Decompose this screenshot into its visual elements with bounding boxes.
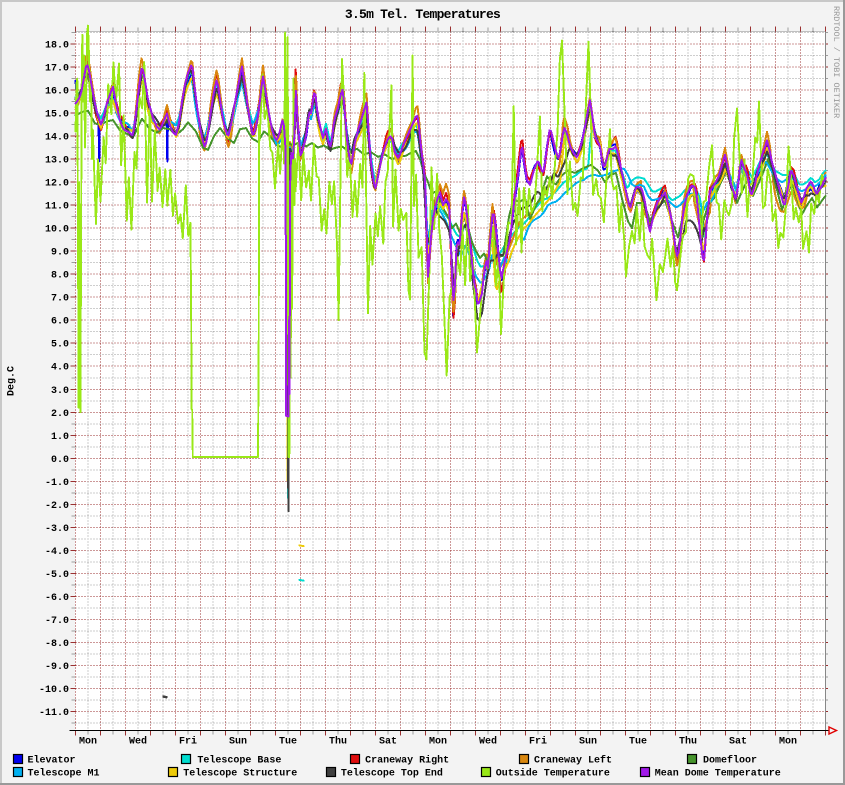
svg-text:13.0: 13.0 xyxy=(45,156,69,167)
svg-text:Tue: Tue xyxy=(629,737,647,748)
svg-text:Wed: Wed xyxy=(479,736,497,748)
svg-text:Sat: Sat xyxy=(379,737,397,748)
svg-text:Mean Dome Temperature: Mean Dome Temperature xyxy=(655,769,781,780)
svg-text:2.0: 2.0 xyxy=(51,409,69,420)
svg-text:Domefloor: Domefloor xyxy=(703,755,757,767)
svg-text:Thu: Thu xyxy=(329,736,347,748)
svg-text:9.0: 9.0 xyxy=(51,248,69,259)
svg-text:Outside Temperature: Outside Temperature xyxy=(496,768,610,780)
svg-text:12.0: 12.0 xyxy=(45,179,69,190)
svg-text:11.0: 11.0 xyxy=(45,202,69,213)
svg-text:4.0: 4.0 xyxy=(51,363,69,374)
svg-text:-6.0: -6.0 xyxy=(45,593,69,604)
svg-text:-5.0: -5.0 xyxy=(45,570,69,581)
svg-text:0.0: 0.0 xyxy=(51,455,69,466)
svg-text:Telescope M1: Telescope M1 xyxy=(28,768,100,780)
svg-text:Mon: Mon xyxy=(779,737,797,748)
svg-text:14.0: 14.0 xyxy=(45,133,69,144)
svg-text:Deg.C: Deg.C xyxy=(7,366,18,396)
svg-text:3.0: 3.0 xyxy=(51,386,69,397)
svg-text:6.0: 6.0 xyxy=(51,317,69,328)
svg-text:-8.0: -8.0 xyxy=(45,639,69,650)
svg-text:Telescope Top End: Telescope Top End xyxy=(341,768,443,780)
svg-text:-3.0: -3.0 xyxy=(45,524,69,535)
svg-text:-11.0: -11.0 xyxy=(39,708,69,719)
svg-text:Telescope Structure: Telescope Structure xyxy=(183,768,297,780)
svg-text:5.0: 5.0 xyxy=(51,340,69,351)
svg-text:-7.0: -7.0 xyxy=(45,616,69,627)
svg-text:Craneway Right: Craneway Right xyxy=(365,755,449,767)
svg-text:Sun: Sun xyxy=(579,737,597,748)
svg-text:-1.0: -1.0 xyxy=(45,478,69,489)
svg-text:-2.0: -2.0 xyxy=(45,501,69,512)
svg-text:16.0: 16.0 xyxy=(45,87,69,98)
svg-text:18.0: 18.0 xyxy=(45,41,69,52)
svg-text:-10.0: -10.0 xyxy=(39,685,69,696)
svg-text:Mon: Mon xyxy=(79,737,97,748)
svg-text:Sun: Sun xyxy=(229,737,247,748)
svg-text:1.0: 1.0 xyxy=(51,432,69,443)
svg-text:Wed: Wed xyxy=(129,736,147,748)
svg-text:Mon: Mon xyxy=(429,737,447,748)
svg-text:Fri: Fri xyxy=(529,736,547,748)
svg-text:-4.0: -4.0 xyxy=(45,547,69,558)
svg-text:Telescope Base: Telescope Base xyxy=(197,755,281,767)
svg-text:Fri: Fri xyxy=(179,736,197,748)
svg-text:Tue: Tue xyxy=(279,737,297,748)
svg-text:Thu: Thu xyxy=(679,736,697,748)
svg-text:10.0: 10.0 xyxy=(45,225,69,236)
svg-text:Sat: Sat xyxy=(729,737,747,748)
svg-text:15.0: 15.0 xyxy=(45,110,69,121)
svg-text:17.0: 17.0 xyxy=(45,64,69,75)
svg-text:7.0: 7.0 xyxy=(51,294,69,305)
svg-text:Elevator: Elevator xyxy=(28,755,76,767)
svg-text:3.5m Tel. Temperatures: 3.5m Tel. Temperatures xyxy=(345,7,501,22)
svg-text:Craneway Left: Craneway Left xyxy=(534,755,612,767)
svg-text:RRDTOOL / TOBI OETIKER: RRDTOOL / TOBI OETIKER xyxy=(831,6,841,118)
svg-text:-9.0: -9.0 xyxy=(45,662,69,673)
svg-text:8.0: 8.0 xyxy=(51,271,69,282)
